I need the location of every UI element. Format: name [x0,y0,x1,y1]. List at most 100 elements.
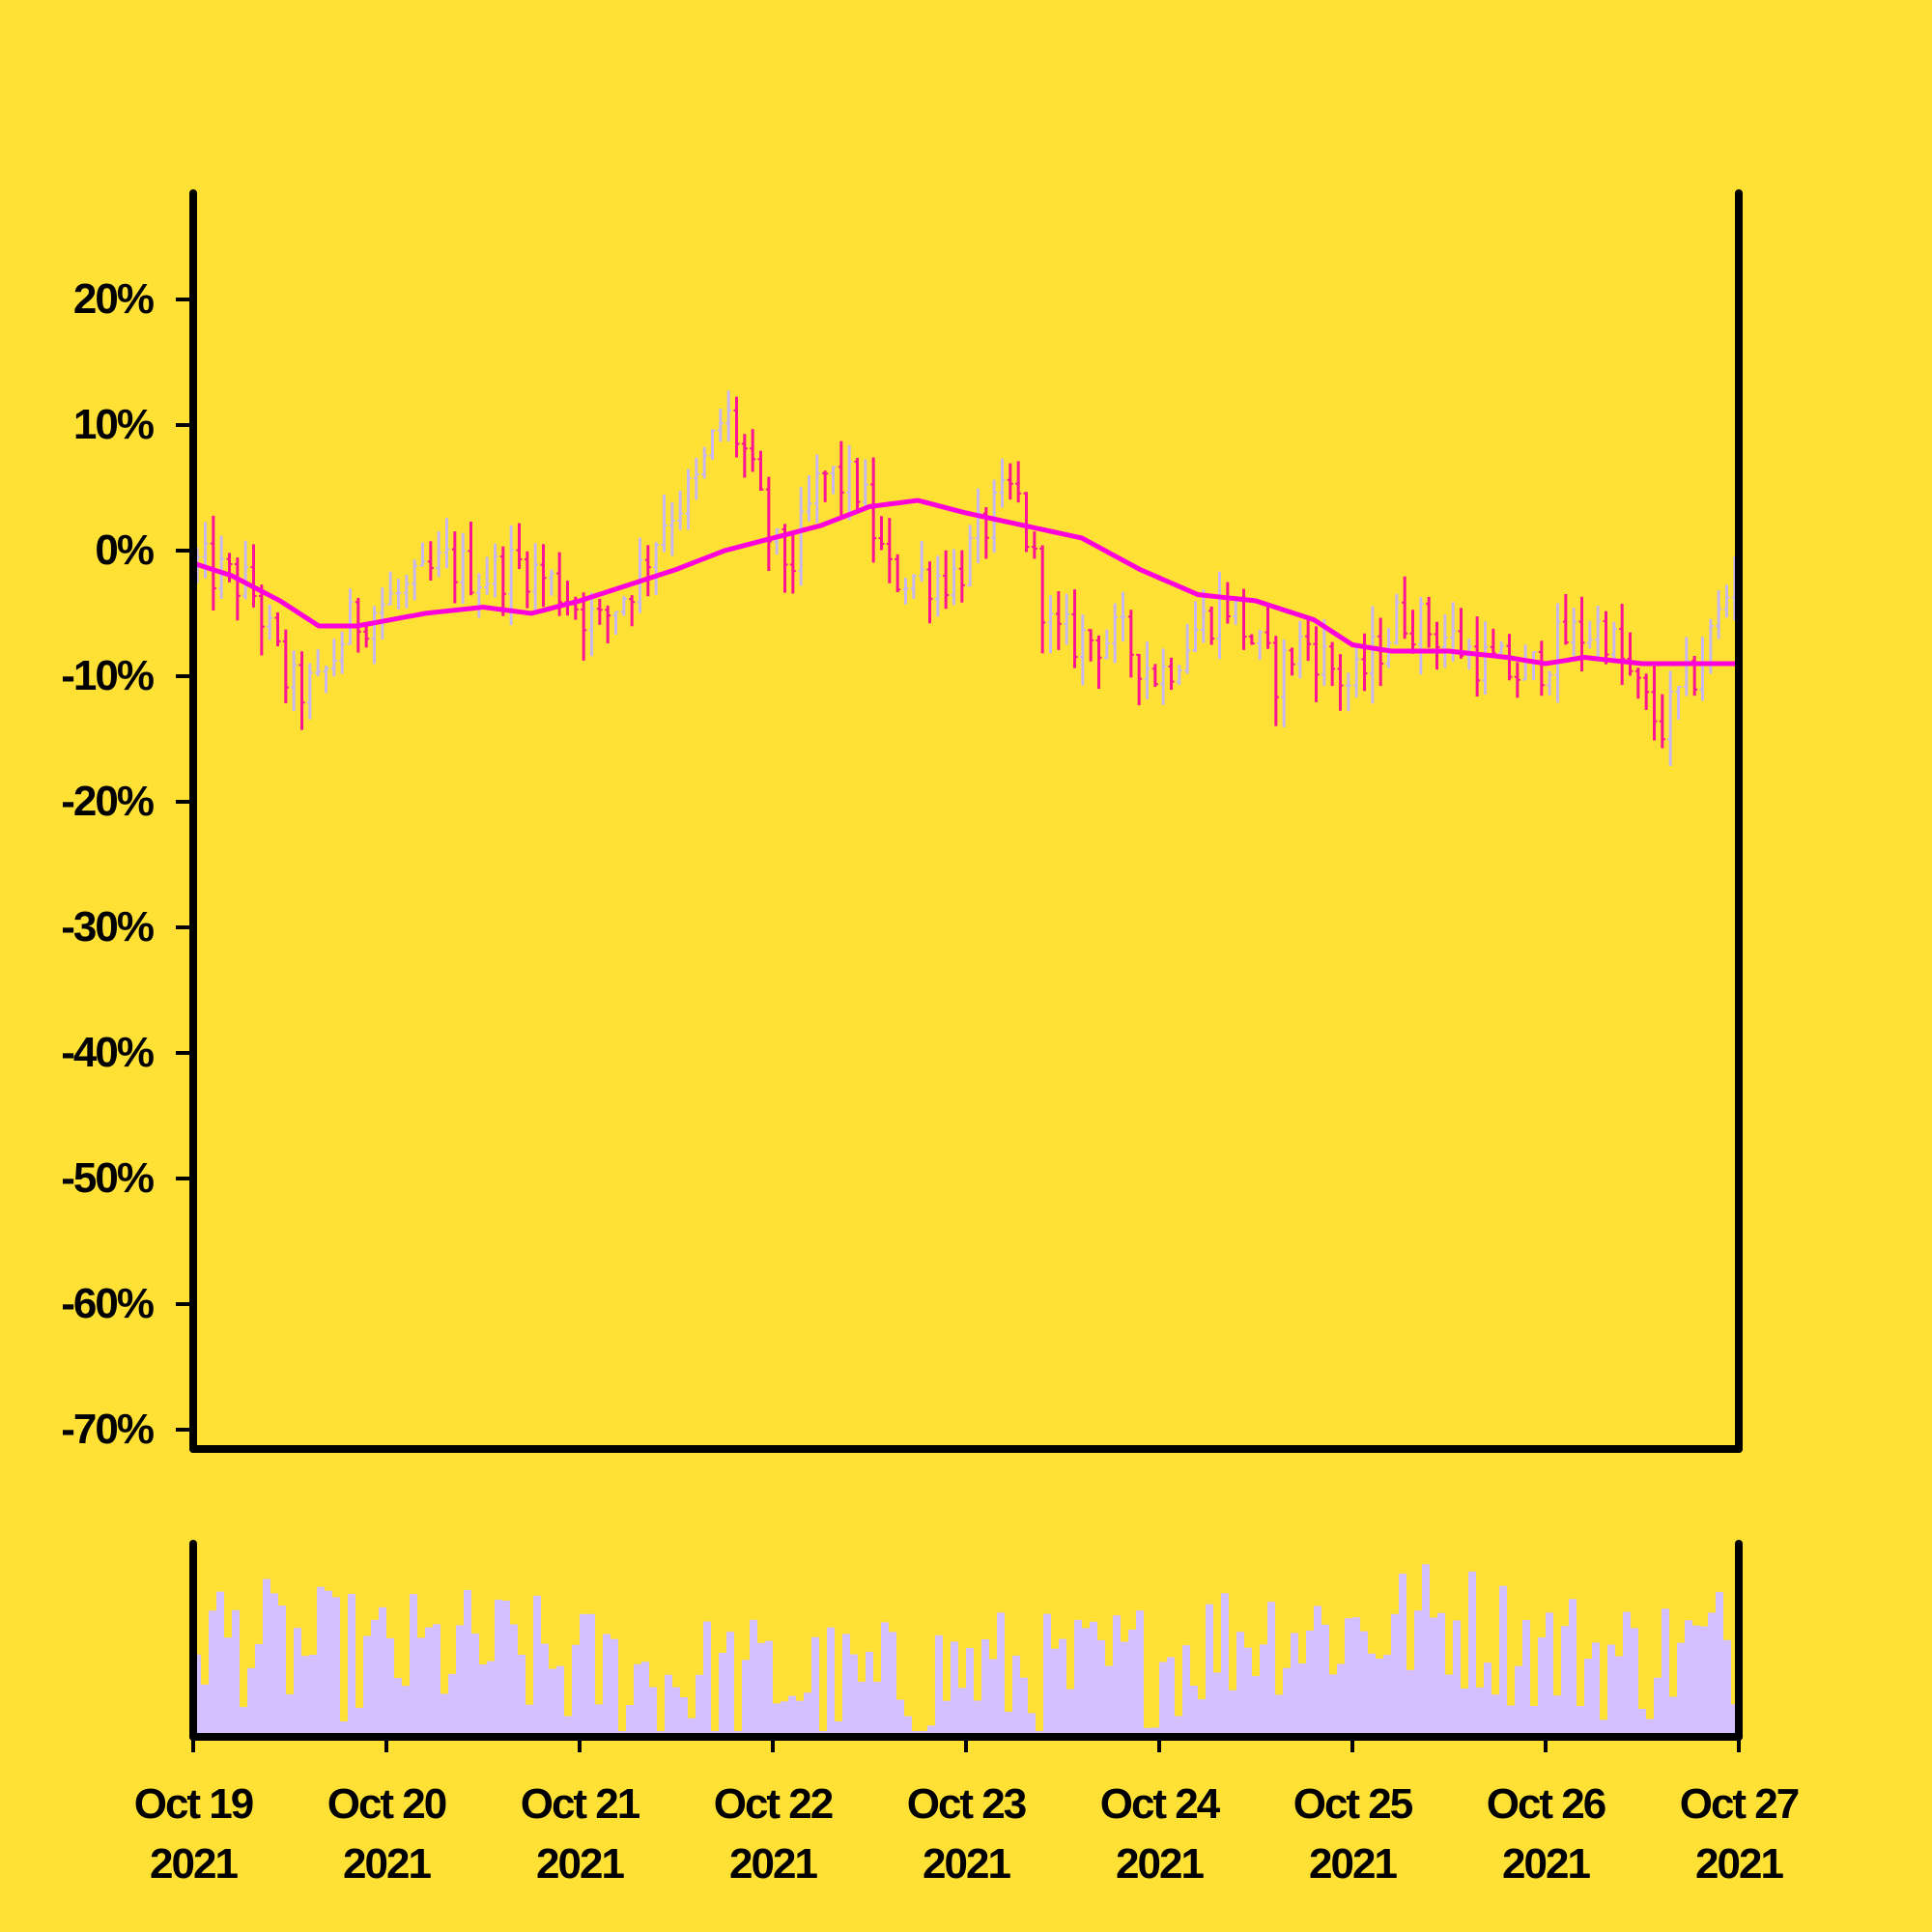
volume-bar [1716,1592,1723,1737]
volume-bar [510,1624,518,1737]
volume-bar [641,1662,649,1737]
volume-bar [1700,1626,1708,1737]
volume-bar [448,1673,456,1737]
volume-bar [1646,1719,1654,1737]
volume-bar [224,1637,232,1737]
volume-bar [873,1681,881,1737]
volume-bar [1507,1705,1515,1737]
volume-bar [340,1720,348,1737]
volume-bar [549,1668,556,1737]
volume-bar [1206,1604,1213,1737]
volume-bar [1066,1689,1074,1737]
volume-bar [294,1628,301,1737]
volume-bar [1151,1727,1159,1737]
volume-bar [719,1653,726,1737]
x-tick-label-date: Oct 26 [1487,1780,1605,1828]
x-tick-label-date: Oct 25 [1293,1780,1413,1828]
volume-bar [688,1718,696,1737]
volume-bar [935,1634,943,1737]
y-tick-label: -60% [61,1280,154,1327]
volume-bar [927,1725,935,1737]
volume-bar [1631,1628,1638,1737]
volume-bar [1376,1658,1383,1737]
volume-bar [240,1707,247,1737]
volume-bar [1337,1663,1345,1737]
volume-bar [1638,1709,1646,1737]
volume-bar [1615,1656,1623,1737]
volume-bar [1561,1626,1569,1737]
x-tick-label-year: 2021 [1309,1840,1397,1888]
x-tick-label-date: Oct 23 [907,1780,1026,1828]
volume-bar [1128,1630,1136,1737]
volume-bar [634,1663,641,1737]
volume-bar [943,1700,951,1737]
volume-bar [1430,1617,1437,1737]
volume-bar [332,1597,340,1737]
volume-bar [309,1655,317,1737]
y-tick-label: -40% [61,1029,154,1076]
volume-bar [842,1634,850,1737]
volume-bar [1043,1613,1051,1737]
volume-bar [580,1613,587,1737]
volume-bar [1105,1665,1113,1737]
volume-bar [1167,1657,1175,1737]
volume-bar [1654,1677,1662,1737]
volume-bar [835,1720,842,1737]
volume-bar [1623,1611,1631,1737]
volume-bar [1005,1712,1012,1737]
volume-bar [1090,1621,1097,1737]
y-tick-label: -70% [61,1406,154,1453]
volume-bar [487,1661,495,1737]
volume-bar [363,1635,371,1737]
volume-bar [1136,1610,1144,1737]
volume-bar [1546,1612,1553,1737]
volume-bar [471,1634,479,1737]
moving-average-line [192,497,1739,667]
volume-bar [680,1697,688,1737]
volume-bar [371,1619,379,1737]
x-tick-label-year: 2021 [536,1840,624,1888]
volume-bar [1291,1633,1298,1737]
volume-bar [495,1600,502,1737]
volume-bar [796,1700,804,1737]
volume-bar [417,1637,425,1737]
volume-bar [263,1578,270,1737]
volume-bar [1538,1637,1546,1737]
volume-bar [201,1684,209,1737]
volume-bar [1468,1571,1476,1737]
volume-bar [1321,1624,1329,1737]
volume-bar [572,1644,580,1737]
x-tick-label-year: 2021 [923,1840,1010,1888]
x-tick-label-year: 2021 [1502,1840,1590,1888]
volume-bar [1692,1625,1700,1737]
volume-bar [966,1648,974,1737]
volume-bar [1306,1630,1314,1737]
volume-bar [757,1642,765,1737]
volume-bar [1499,1585,1507,1737]
volume-bar [526,1704,533,1737]
volume-bar [997,1612,1005,1737]
y-tick-label: -50% [61,1154,154,1202]
volume-bar [1453,1620,1461,1737]
volume-bar [1267,1602,1275,1737]
volume-bar [286,1693,294,1737]
volume-bar [1522,1619,1530,1737]
volume-bar [1607,1644,1615,1737]
x-tick-label-year: 2021 [1695,1840,1783,1888]
price-bars-group [194,390,1738,767]
volume-bar [1677,1642,1685,1737]
volume-bar [827,1627,835,1737]
y-tick-label: 0% [95,526,153,574]
volume-bar [1530,1705,1538,1737]
volume-bar [804,1692,811,1737]
volume-bar [1082,1628,1090,1737]
volume-bar [611,1638,618,1737]
volume-bar [1028,1713,1036,1737]
volume-bar [1569,1599,1577,1737]
x-tick-label-date: Oct 19 [134,1780,253,1828]
volume-bar [247,1667,255,1737]
volume-bar [1461,1689,1468,1737]
volume-bar [1592,1642,1600,1737]
volume-bar [1329,1674,1337,1737]
